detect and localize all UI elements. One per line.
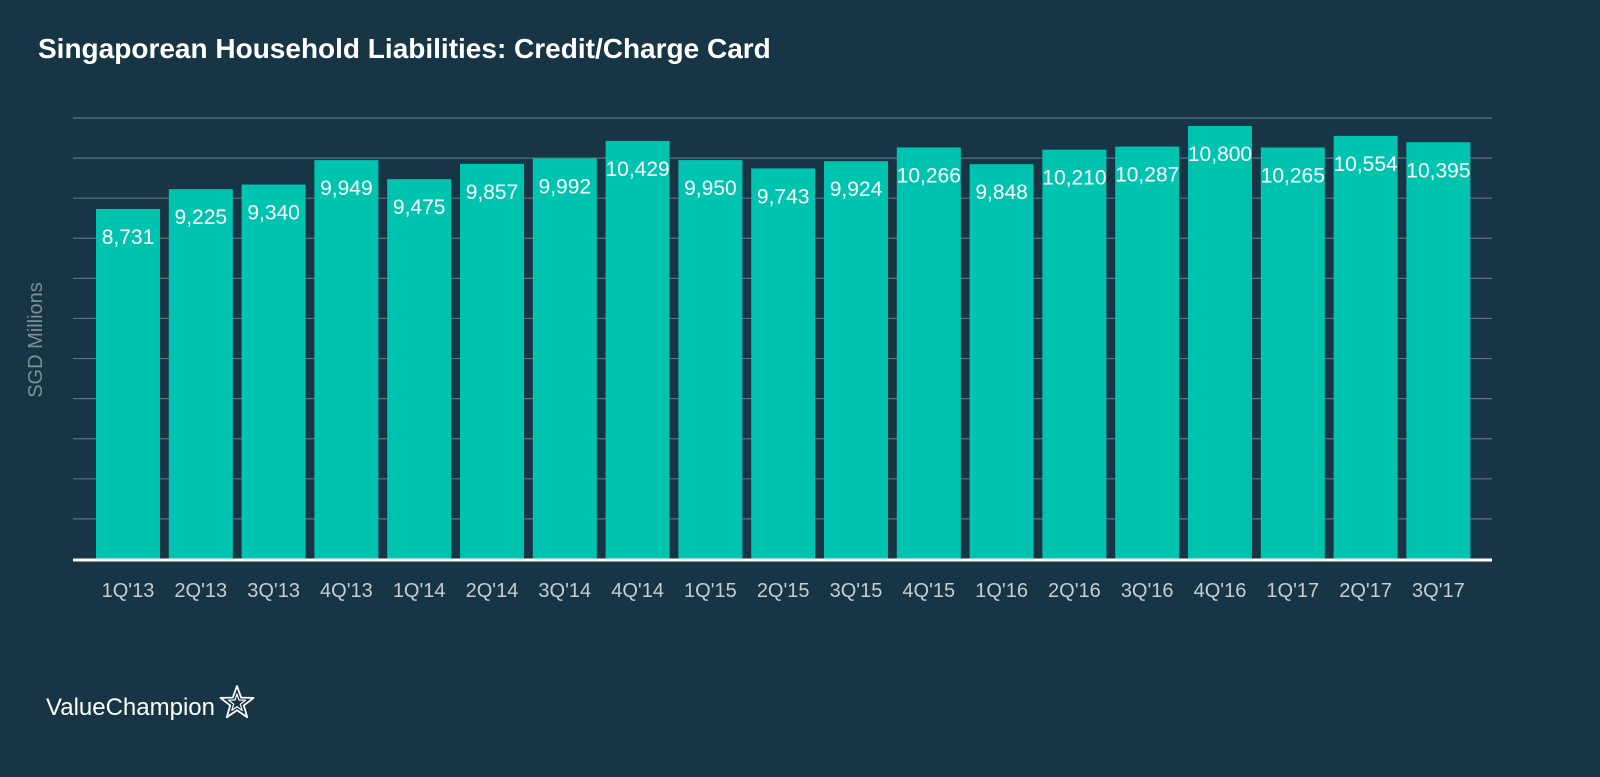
y-axis-label: SGD Millions [25, 282, 47, 398]
data-label: 9,340 [247, 202, 300, 225]
x-tick-label: 1Q'16 [975, 580, 1028, 602]
data-label: 9,225 [175, 206, 228, 229]
data-label: 9,950 [684, 177, 737, 200]
data-label: 10,429 [605, 158, 669, 181]
x-tick-label: 3Q'13 [247, 580, 300, 602]
data-label: 9,857 [466, 181, 519, 204]
x-tick-label: 1Q'13 [102, 580, 155, 602]
bar [1406, 142, 1471, 559]
bar [896, 147, 961, 559]
data-label: 9,924 [830, 178, 883, 201]
data-label: 9,992 [539, 175, 592, 198]
data-label: 10,395 [1406, 159, 1470, 182]
x-tick-label: 3Q'16 [1121, 580, 1174, 602]
x-tick-label: 1Q'15 [684, 580, 737, 602]
x-tick-label: 1Q'17 [1266, 580, 1319, 602]
bar [678, 160, 743, 559]
bar [605, 140, 670, 559]
data-label: 9,475 [393, 196, 446, 219]
bar [96, 208, 160, 559]
bar [1333, 135, 1398, 559]
bar [387, 179, 452, 559]
star-outline-icon [219, 684, 255, 725]
bars [96, 126, 1471, 560]
bar [460, 163, 524, 559]
bar [824, 161, 888, 559]
data-label: 8,731 [102, 226, 155, 249]
x-tick-label: 2Q'17 [1339, 580, 1392, 602]
x-axis-ticks: 1Q'13 2Q'13 3Q'13 4Q'13 1Q'14 2Q'14 3Q'14 4Q'14… [102, 580, 1465, 602]
x-tick-label: 1Q'14 [393, 580, 446, 602]
x-tick-label: 4Q'14 [611, 580, 664, 602]
x-tick-label: 2Q'13 [174, 580, 227, 602]
x-tick-label: 2Q'15 [757, 580, 810, 602]
data-labels: 8,731 9,225 9,340 9,949 9,475 9,857 9,992 10,42… [102, 143, 1471, 249]
data-label: 10,210 [1042, 167, 1106, 190]
logo-text: ValueChampion [46, 694, 215, 721]
data-label: 10,287 [1115, 164, 1179, 187]
bar [168, 189, 233, 559]
bar [969, 164, 1034, 559]
x-tick-label: 4Q'15 [902, 580, 955, 602]
data-label: 10,554 [1333, 153, 1398, 176]
valuechampion-logo: ValueChampion [46, 684, 255, 730]
bar [751, 168, 816, 559]
data-label: 9,743 [757, 185, 810, 208]
x-tick-label: 3Q'14 [538, 580, 591, 602]
chart-title: Singaporean Household Liabilities: Credi… [38, 33, 771, 64]
x-tick-label: 2Q'16 [1048, 580, 1101, 602]
bar [1188, 126, 1252, 559]
data-label: 9,848 [975, 181, 1028, 204]
bar [532, 158, 597, 560]
x-tick-label: 3Q'15 [830, 580, 883, 602]
x-tick-label: 4Q'16 [1194, 580, 1247, 602]
x-tick-label: 4Q'13 [320, 580, 373, 602]
x-tick-label: 3Q'17 [1412, 580, 1465, 602]
data-label: 10,265 [1261, 164, 1325, 187]
bar [241, 184, 306, 559]
data-label: 10,800 [1188, 143, 1252, 166]
bar [1260, 147, 1325, 560]
bar [1042, 149, 1107, 559]
bar [1115, 146, 1180, 559]
data-label: 10,266 [897, 164, 961, 187]
bar [314, 160, 379, 559]
data-label: 9,949 [320, 177, 373, 200]
x-tick-label: 2Q'14 [466, 580, 519, 602]
